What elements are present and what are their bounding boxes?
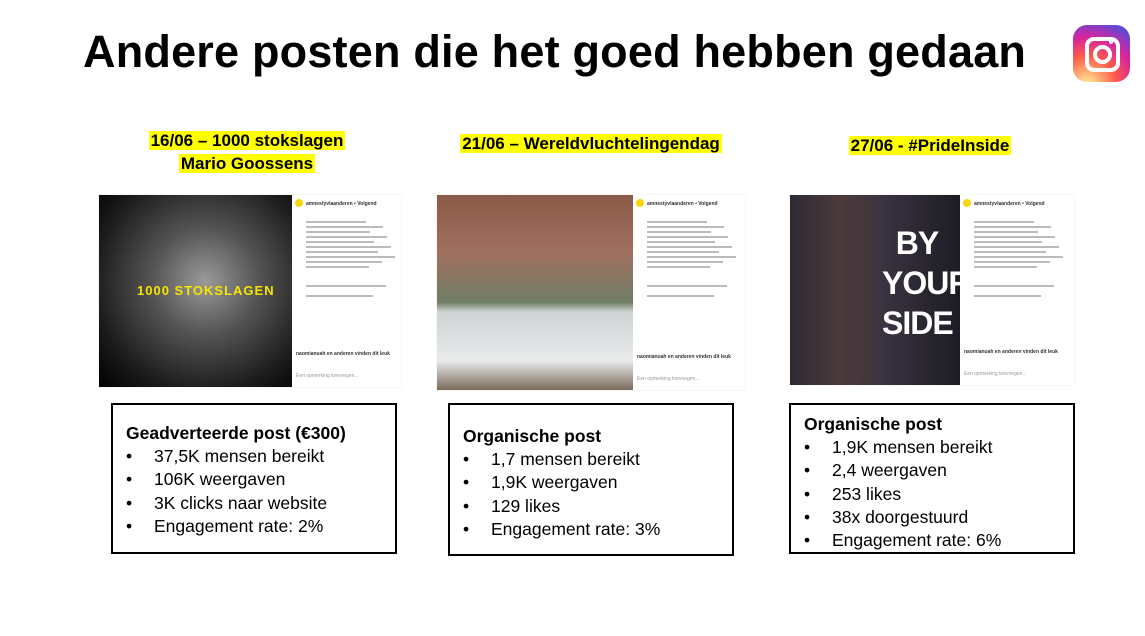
slide-title: Andere posten die het goed hebben gedaan — [83, 26, 1027, 77]
caption-line — [306, 266, 369, 268]
caption-line — [974, 246, 1059, 248]
caption-line — [306, 285, 386, 287]
post-screenshot: amnestyvlaanderen • Volgend naomianuah en… — [437, 195, 745, 390]
comment-field: Een opmerking toevoegen... — [296, 373, 359, 379]
photo-overlay-text: 1000 STOKSLAGEN — [137, 283, 275, 298]
likes-text: naomianuah en anderen vinden dit leuk — [637, 354, 731, 360]
header-text: 16/06 – 1000 stokslagen — [148, 131, 346, 150]
caption-line — [647, 251, 719, 253]
caption-line — [974, 231, 1038, 233]
caption-line — [647, 295, 714, 297]
post-photo — [790, 195, 960, 385]
post-photo — [437, 195, 633, 390]
caption-line — [647, 231, 711, 233]
stats-bullet: Engagement rate: 6% — [804, 529, 1073, 552]
post-panel: amnestyvlaanderen • Volgend naomianuah en… — [292, 195, 401, 387]
header-line: 16/06 – 1000 stokslagen — [47, 129, 447, 152]
caption-line — [974, 285, 1054, 287]
stats-box: Organische post1,7 mensen bereikt1,9K we… — [448, 403, 734, 556]
stats-bullet: Engagement rate: 2% — [126, 515, 395, 538]
likes-text: naomianuah en anderen vinden dit leuk — [964, 349, 1058, 355]
caption-line — [306, 241, 374, 243]
post-screenshot: BY YOUR SIDE amnestyvlaanderen • Volgend n… — [790, 195, 1074, 385]
caption-line — [306, 256, 395, 258]
stats-bullet: 3K clicks naar website — [126, 492, 395, 515]
caption-line — [647, 285, 727, 287]
caption-line — [647, 261, 723, 263]
caption-line — [306, 221, 366, 223]
caption-line — [647, 266, 710, 268]
caption-line — [647, 236, 728, 238]
caption-line — [974, 221, 1034, 223]
caption-line — [974, 236, 1055, 238]
caption-line — [306, 226, 383, 228]
stats-bullet: 37,5K mensen bereikt — [126, 445, 395, 468]
caption-line — [647, 226, 724, 228]
caption-line — [974, 241, 1042, 243]
stats-bullet: 253 likes — [804, 483, 1073, 506]
caption-line — [647, 241, 715, 243]
caption-line — [974, 256, 1063, 258]
caption-line — [306, 251, 378, 253]
header-text: 27/06 - #PrideInside — [848, 136, 1012, 155]
header-line: 27/06 - #PrideInside — [730, 134, 1130, 157]
stats-box: Organische post1,9K mensen bereikt2,4 we… — [789, 403, 1075, 554]
likes-text: naomianuah en anderen vinden dit leuk — [296, 351, 390, 357]
caption-line — [974, 261, 1050, 263]
stats-heading: Organische post — [463, 426, 602, 446]
stats-bullet: 1,9K weergaven — [463, 471, 732, 494]
stats-bullet: 106K weergaven — [126, 468, 395, 491]
header-text: 21/06 – Wereldvluchtelingendag — [460, 134, 722, 153]
stats-heading: Geadverteerde post (€300) — [126, 423, 346, 443]
comment-field: Een opmerking toevoegen... — [637, 376, 700, 382]
comment-field: Een opmerking toevoegen... — [964, 371, 1027, 377]
header-line: Mario Goossens — [47, 152, 447, 175]
stats-bullet: 1,7 mensen bereikt — [463, 448, 732, 471]
post-panel: amnestyvlaanderen • Volgend naomianuah en… — [633, 195, 745, 390]
avatar — [295, 199, 303, 207]
caption-line — [647, 221, 707, 223]
avatar — [963, 199, 971, 207]
instagram-logo — [1073, 25, 1130, 82]
account-name: amnestyvlaanderen • Volgend — [306, 201, 377, 207]
caption-line — [306, 261, 382, 263]
stats-heading: Organische post — [804, 414, 943, 434]
stats-box: Geadverteerde post (€300)37,5K mensen be… — [111, 403, 397, 554]
header-line: 21/06 – Wereldvluchtelingendag — [391, 132, 791, 155]
caption-line — [647, 246, 732, 248]
stats-bullet: Engagement rate: 3% — [463, 518, 732, 541]
caption-line — [974, 266, 1037, 268]
column-header: 16/06 – 1000 stokslagen Mario Goossens — [47, 129, 447, 175]
stats-bullet: 38x doorgestuurd — [804, 506, 1073, 529]
stats-bullet: 2,4 weergaven — [804, 459, 1073, 482]
header-text: Mario Goossens — [178, 154, 316, 173]
stats-bullet: 1,9K mensen bereikt — [804, 436, 1073, 459]
account-name: amnestyvlaanderen • Volgend — [974, 201, 1045, 207]
caption-line — [306, 295, 373, 297]
account-name: amnestyvlaanderen • Volgend — [647, 201, 718, 207]
post-panel: amnestyvlaanderen • Volgend naomianuah en… — [960, 195, 1074, 385]
caption-line — [306, 236, 387, 238]
caption-line — [974, 226, 1051, 228]
column-header: 21/06 – Wereldvluchtelingendag — [391, 132, 791, 155]
caption-line — [306, 246, 391, 248]
post-photo — [99, 195, 292, 387]
caption-line — [647, 256, 736, 258]
stats-bullet: 129 likes — [463, 495, 732, 518]
avatar — [636, 199, 644, 207]
caption-line — [974, 295, 1041, 297]
photo-overlay-text: BY YOUR SIDE — [882, 225, 971, 341]
caption-line — [306, 231, 370, 233]
post-screenshot: 1000 STOKSLAGEN amnestyvlaanderen • Volge… — [99, 195, 401, 387]
column-header: 27/06 - #PrideInside — [730, 134, 1130, 157]
caption-line — [974, 251, 1046, 253]
